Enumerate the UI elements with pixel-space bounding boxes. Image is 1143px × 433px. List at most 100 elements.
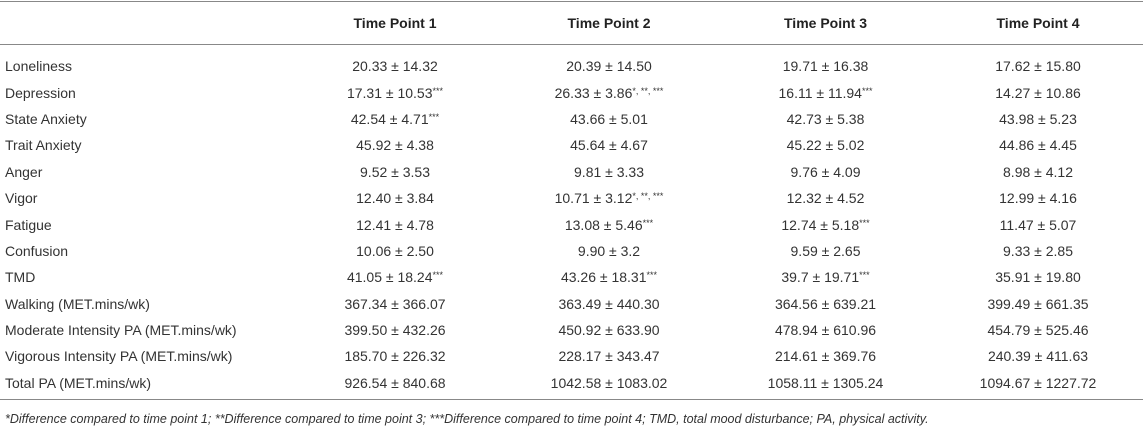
significance-marker: *** bbox=[642, 217, 654, 228]
row-label: Walking (MET.mins/wk) bbox=[5, 295, 150, 312]
cell-value: 12.41 ± 4.78 bbox=[356, 216, 434, 233]
row-label: Fatigue bbox=[5, 216, 52, 233]
cell-value: 364.56 ± 639.21 bbox=[774, 295, 877, 312]
table-cell: 44.86 ± 4.45 bbox=[933, 132, 1143, 158]
table-cell: 367.34 ± 366.07 bbox=[290, 291, 500, 317]
table-cell: 185.70 ± 226.32 bbox=[290, 343, 500, 369]
table-cell: 16.11 ± 11.94*** bbox=[718, 79, 933, 105]
cell-value: 42.54 ± 4.71 bbox=[350, 110, 429, 127]
cell-value: 9.76 ± 4.09 bbox=[790, 163, 861, 180]
table-cell: 9.81 ± 3.33 bbox=[500, 159, 718, 185]
column-header: Time Point 2 bbox=[500, 1, 718, 45]
row-label: Total PA (MET.mins/wk) bbox=[0, 369, 290, 401]
table-cell: 478.94 ± 610.96 bbox=[718, 317, 933, 343]
table-row: Loneliness 20.33 ± 14.32 20.39 ± 14.50 19.7… bbox=[0, 45, 1143, 80]
row-label: Trait Anxiety bbox=[5, 137, 82, 154]
table-cell: 399.50 ± 432.26 bbox=[290, 317, 500, 343]
column-header: Time Point 4 bbox=[933, 1, 1143, 45]
table-cell: 43.98 ± 5.23 bbox=[933, 106, 1143, 132]
row-label: Vigor bbox=[5, 190, 38, 207]
significance-marker: *, **, *** bbox=[632, 85, 664, 96]
significance-marker: *** bbox=[859, 217, 870, 228]
cell-value: 367.34 ± 366.07 bbox=[344, 295, 446, 312]
table-cell: 363.49 ± 440.30 bbox=[500, 291, 718, 317]
table-row: Total PA (MET.mins/wk) 926.54 ± 840.68 104… bbox=[0, 369, 1143, 401]
table-cell: 12.41 ± 4.78 bbox=[290, 211, 500, 237]
table-cell: 35.91 ± 19.80 bbox=[933, 264, 1143, 290]
table-cell: 11.47 ± 5.07 bbox=[933, 211, 1143, 237]
cell-value: 43.98 ± 5.23 bbox=[999, 110, 1077, 127]
significance-marker: *** bbox=[859, 270, 870, 281]
table-cell: 10.06 ± 2.50 bbox=[290, 238, 500, 264]
table-cell: 1042.58 ± 1083.02 bbox=[500, 369, 718, 401]
table-cell: 26.33 ± 3.86*, **, *** bbox=[500, 79, 718, 105]
table-cell: 1058.11 ± 1305.24 bbox=[718, 369, 933, 401]
table-row: Trait Anxiety 45.92 ± 4.38 45.64 ± 4.67 45.… bbox=[0, 132, 1143, 158]
cell-value: 12.40 ± 3.84 bbox=[356, 190, 434, 207]
table-cell: 14.27 ± 10.86 bbox=[933, 79, 1143, 105]
table-cell: 45.22 ± 5.02 bbox=[718, 132, 933, 158]
cell-value: 12.74 ± 5.18 bbox=[781, 216, 860, 233]
row-label: State Anxiety bbox=[5, 110, 87, 127]
cell-value: 43.66 ± 5.01 bbox=[570, 110, 648, 127]
cell-value: 1042.58 ± 1083.02 bbox=[550, 374, 668, 391]
table-row: Confusion 10.06 ± 2.50 9.90 ± 3.2 9.59 ± 2.… bbox=[0, 238, 1143, 264]
cell-value: 9.59 ± 2.65 bbox=[790, 242, 861, 259]
cell-value: 9.52 ± 3.53 bbox=[360, 163, 430, 180]
table-row: Moderate Intensity PA (MET.mins/wk) 399.5… bbox=[0, 317, 1143, 343]
cell-value: 45.22 ± 5.02 bbox=[786, 137, 865, 154]
cell-value: 26.33 ± 3.86 bbox=[554, 84, 633, 101]
table-row: Walking (MET.mins/wk) 367.34 ± 366.07 363.… bbox=[0, 291, 1143, 317]
table-cell: 20.33 ± 14.32 bbox=[290, 45, 500, 80]
table-cell: 12.99 ± 4.16 bbox=[933, 185, 1143, 211]
significance-marker: *** bbox=[432, 85, 444, 96]
cell-value: 16.11 ± 11.94 bbox=[778, 84, 862, 101]
row-label: Confusion bbox=[5, 242, 69, 259]
table-cell: 12.32 ± 4.52 bbox=[718, 185, 933, 211]
cell-value: 450.92 ± 633.90 bbox=[558, 322, 660, 339]
table-cell: 8.98 ± 4.12 bbox=[933, 159, 1143, 185]
table-row: Vigor 12.40 ± 3.84 10.71 ± 3.12*, **, *** 1… bbox=[0, 185, 1143, 211]
cell-value: 10.06 ± 2.50 bbox=[356, 242, 434, 259]
cell-value: 8.98 ± 4.12 bbox=[1003, 163, 1073, 180]
cell-value: 39.7 ± 19.71 bbox=[781, 269, 860, 286]
cell-value: 9.33 ± 2.85 bbox=[1003, 242, 1073, 259]
cell-value: 926.54 ± 840.68 bbox=[344, 374, 446, 391]
header-row: Time Point 1 Time Point 2 Time Point 3 Time… bbox=[0, 1, 1143, 45]
row-label: TMD bbox=[5, 269, 36, 286]
cell-value: 20.33 ± 14.32 bbox=[352, 58, 438, 75]
cell-value: 19.71 ± 16.38 bbox=[782, 58, 869, 75]
cell-value: 17.62 ± 15.80 bbox=[995, 58, 1081, 75]
row-label: Vigorous Intensity PA (MET.mins/wk) bbox=[5, 348, 233, 365]
cell-value: 20.39 ± 14.50 bbox=[566, 58, 652, 75]
table-cell: 450.92 ± 633.90 bbox=[500, 317, 718, 343]
table-cell: 9.59 ± 2.65 bbox=[718, 238, 933, 264]
table-cell: 42.54 ± 4.71*** bbox=[290, 106, 500, 132]
cell-value: 44.86 ± 4.45 bbox=[999, 137, 1077, 154]
table-cell: 364.56 ± 639.21 bbox=[718, 291, 933, 317]
table-cell: 9.76 ± 4.09 bbox=[718, 159, 933, 185]
cell-value: 14.27 ± 10.86 bbox=[995, 84, 1081, 101]
significance-marker: *** bbox=[428, 111, 440, 122]
row-label: Anger bbox=[5, 163, 43, 180]
table-cell: 12.74 ± 5.18*** bbox=[718, 211, 933, 237]
table-cell: 10.71 ± 3.12*, **, *** bbox=[500, 185, 718, 211]
table-row: Depression 17.31 ± 10.53*** 26.33 ± 3.86*,… bbox=[0, 79, 1143, 105]
significance-marker: *, **, *** bbox=[632, 191, 664, 202]
column-header: Time Point 3 bbox=[718, 1, 933, 45]
data-table: Time Point 1 Time Point 2 Time Point 3 Time… bbox=[0, 1, 1143, 401]
cell-value: 11.47 ± 5.07 bbox=[999, 216, 1077, 233]
table-cell: 9.90 ± 3.2 bbox=[500, 238, 718, 264]
table-cell: 43.66 ± 5.01 bbox=[500, 106, 718, 132]
cell-value: 42.73 ± 5.38 bbox=[786, 110, 865, 127]
cell-value: 399.49 ± 661.35 bbox=[987, 295, 1089, 312]
table-row: State Anxiety 42.54 ± 4.71*** 43.66 ± 5.01… bbox=[0, 106, 1143, 132]
cell-value: 399.50 ± 432.26 bbox=[344, 322, 446, 339]
table-row: Vigorous Intensity PA (MET.mins/wk) 185.7… bbox=[0, 343, 1143, 369]
cell-value: 13.08 ± 5.46 bbox=[564, 216, 643, 233]
table-cell: 17.31 ± 10.53*** bbox=[290, 79, 500, 105]
cell-value: 35.91 ± 19.80 bbox=[995, 269, 1081, 286]
table-cell: 13.08 ± 5.46*** bbox=[500, 211, 718, 237]
table-cell: 9.33 ± 2.85 bbox=[933, 238, 1143, 264]
table-row: Anger 9.52 ± 3.53 9.81 ± 3.33 9.76 ± 4.09 8.… bbox=[0, 159, 1143, 185]
